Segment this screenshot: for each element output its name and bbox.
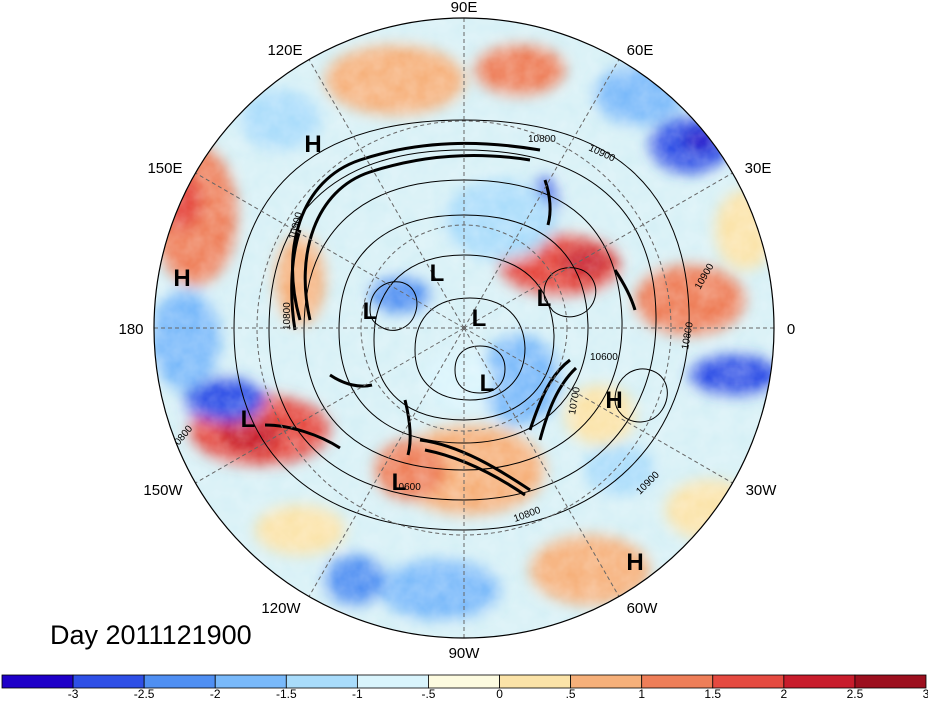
colorbar-tick-label: -3 — [68, 687, 79, 701]
colorbar-tick-label: 1 — [638, 687, 645, 701]
low-pressure-marker: L — [392, 469, 407, 496]
map-boundary — [153, 17, 775, 639]
lon-label-30e: 30E — [745, 160, 772, 177]
lon-label-90w: 90W — [449, 645, 481, 662]
pressure-center-markers: H H H H L L L L L L L — [173, 131, 643, 576]
low-pressure-marker: L — [363, 298, 378, 325]
colorbar-swatch — [1, 674, 74, 689]
geopotential-contours — [233, 119, 690, 531]
low-pressure-marker: L — [472, 305, 487, 332]
high-pressure-marker: H — [173, 265, 190, 292]
low-pressure-marker: L — [480, 370, 495, 397]
colorbar-swatch — [428, 674, 500, 689]
contour-label: 10600 — [590, 352, 618, 363]
colorbar-swatch — [712, 674, 785, 689]
high-pressure-marker: H — [626, 549, 643, 576]
lon-label-120w: 120W — [261, 600, 301, 617]
colorbar-tick-label: 0 — [496, 687, 503, 701]
colorbar-tick-label: .5 — [566, 687, 576, 701]
lon-label-150w: 150W — [143, 482, 183, 499]
colorbar-tick-label: -2 — [210, 687, 221, 701]
colorbar-swatch — [854, 674, 927, 689]
lon-label-0: 0 — [787, 321, 795, 338]
lon-label-120e: 120E — [267, 42, 302, 59]
day-title: Day 2011121900 — [50, 620, 252, 650]
colorbar-tick-label: 3 — [923, 687, 928, 701]
colorbar-tick-label: -2.5 — [134, 687, 155, 701]
longitude-labels: 90E 60E 30E 0 30W 60W 90W 120W 150W 180 … — [118, 0, 795, 662]
colorbar-swatch — [499, 674, 572, 689]
lon-label-90e: 90E — [451, 0, 478, 16]
colorbar-swatch — [285, 674, 358, 689]
contour-label: 10800 — [282, 302, 293, 330]
low-pressure-marker: L — [241, 406, 256, 433]
high-pressure-marker: H — [304, 131, 321, 158]
colorbar-tick-label: 1.5 — [704, 687, 721, 701]
colorbar-tick-label: 2 — [781, 687, 788, 701]
contour-label: 10800 — [680, 321, 696, 351]
colorbar-swatch — [356, 674, 429, 689]
contour-label: 10600 — [393, 482, 421, 493]
graticule — [154, 18, 774, 638]
low-pressure-marker: L — [537, 285, 552, 312]
lon-label-180: 180 — [118, 321, 143, 338]
colorbar-swatch — [783, 674, 856, 689]
contour-label: 10700 — [567, 386, 583, 416]
high-pressure-marker: H — [605, 387, 622, 414]
colorbar-swatch — [143, 674, 216, 689]
contour-label: 10800 — [528, 134, 556, 145]
lon-label-60e: 60E — [627, 42, 654, 59]
lon-label-150e: 150E — [147, 160, 182, 177]
colorbar-swatch — [641, 674, 714, 689]
colorbar-tick-label: -.5 — [421, 687, 435, 701]
lon-label-60w: 60W — [627, 600, 659, 617]
low-pressure-marker: L — [430, 260, 445, 287]
colorbar-tick-label: -1.5 — [276, 687, 297, 701]
colorbar: -3 -2.5 -2 -1.5 -1 -.5 0 .5 1 1.5 2 2.5 3 — [1, 674, 928, 701]
colorbar-tick-label: 2.5 — [847, 687, 864, 701]
lon-label-30w: 30W — [746, 482, 778, 499]
colorbar-swatch — [570, 674, 643, 689]
colorbar-tick-label: -1 — [352, 687, 363, 701]
